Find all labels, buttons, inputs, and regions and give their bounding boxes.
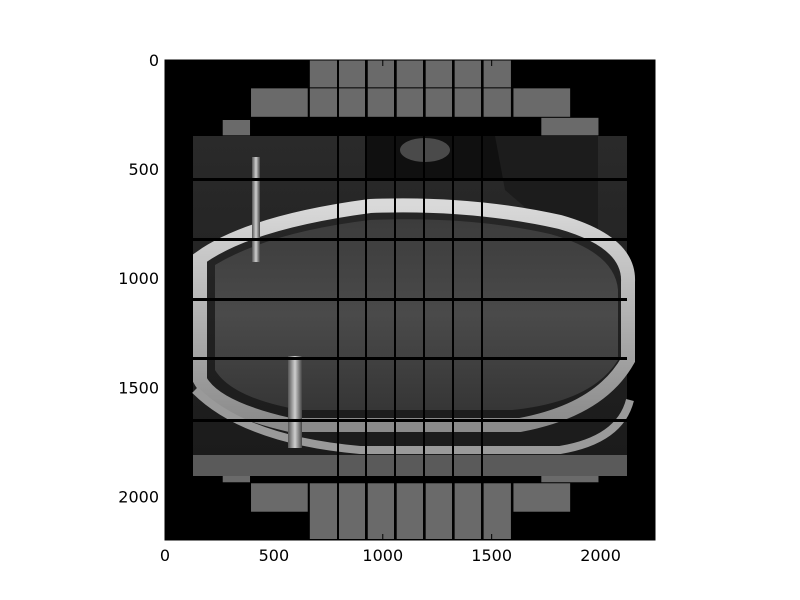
image-tile — [309, 60, 338, 88]
seam — [193, 419, 627, 422]
image-tile — [367, 88, 396, 117]
photo-detector-plate — [215, 219, 618, 410]
image-tile — [251, 483, 308, 512]
image-tile — [338, 60, 367, 88]
y-axis: 0 500 1000 1500 2000 — [118, 51, 655, 506]
seam — [193, 238, 627, 241]
image-tile — [425, 483, 453, 539]
image-tile — [251, 88, 308, 117]
image-tile — [338, 88, 367, 117]
photo-right-machinery — [495, 136, 598, 240]
image-tile — [454, 88, 482, 117]
photo-rod-front — [288, 356, 302, 448]
photo-rod-left — [252, 157, 260, 262]
tile-seams — [193, 60, 627, 540]
photo-region — [192, 136, 636, 476]
image-tile — [396, 88, 425, 117]
x-tick-label: 500 — [259, 546, 290, 565]
axes-frame — [164, 59, 656, 541]
image-tile — [396, 483, 425, 539]
photo-base-strip — [193, 455, 627, 476]
image-tile — [483, 88, 511, 117]
image-tile — [309, 483, 338, 539]
image-tile — [396, 60, 425, 88]
image-tile — [367, 60, 396, 88]
image-tile — [483, 60, 511, 88]
photo-ring-outer — [192, 387, 634, 454]
image-tile — [309, 88, 338, 117]
y-tick-label: 2000 — [118, 487, 159, 506]
image-tile — [222, 120, 251, 136]
image-tile — [425, 88, 453, 117]
image-tile — [513, 483, 571, 512]
image-tile — [425, 60, 453, 88]
seam — [193, 178, 627, 181]
seam — [193, 357, 627, 360]
image-tile — [338, 483, 367, 539]
y-tick-label: 500 — [128, 160, 159, 179]
x-tick-label: 0 — [160, 546, 170, 565]
image-tile — [513, 88, 571, 117]
y-tick-label: 1000 — [118, 269, 159, 288]
seam — [193, 298, 627, 301]
photo-ring — [193, 198, 636, 432]
x-tick-label: 2000 — [580, 546, 621, 565]
image-tile — [454, 483, 482, 539]
y-tick-label: 1500 — [118, 378, 159, 397]
image-tile — [483, 483, 511, 539]
x-axis: 0 500 1000 1500 2000 — [160, 60, 621, 565]
image-tile — [367, 483, 396, 539]
y-tick-label: 0 — [149, 51, 159, 70]
x-tick-label: 1500 — [471, 546, 512, 565]
image-tile — [454, 60, 482, 88]
x-tick-label: 1000 — [362, 546, 403, 565]
image-tile — [541, 117, 599, 136]
tiles-layer — [222, 60, 599, 539]
